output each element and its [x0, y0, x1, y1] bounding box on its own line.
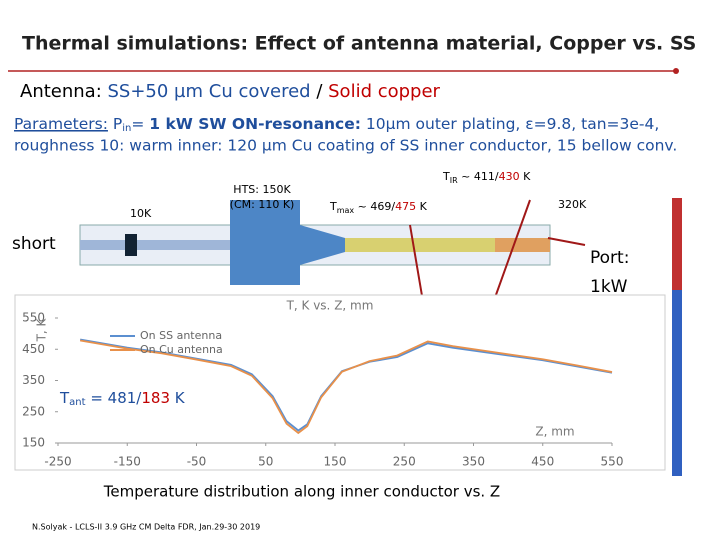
t: ~ 469/: [354, 200, 395, 213]
label: 1kW: [590, 277, 628, 297]
structure: [79, 198, 682, 476]
arrows: [87, 199, 586, 411]
title: Thermal simulations: Effect of antenna m…: [22, 33, 696, 55]
x-tick-label: 50: [258, 455, 273, 469]
antenna-line: Antenna: SS+50 µm Cu covered / Solid cop…: [20, 81, 441, 102]
x-tick-label: -150: [114, 455, 141, 469]
label: (CM: 110 K): [230, 198, 295, 211]
label: 10K: [130, 207, 152, 220]
x-tick-label: -250: [44, 455, 71, 469]
y-tick-label: 450: [22, 342, 45, 356]
series-line: [80, 339, 613, 435]
t: 183: [141, 389, 170, 407]
y-tick-label: 350: [22, 373, 45, 387]
t: =: [131, 115, 149, 133]
t: IR: [450, 176, 458, 185]
y-tick-label: 550: [22, 311, 45, 325]
x-tick-label: 250: [393, 455, 416, 469]
t: K: [416, 200, 427, 213]
t: 430: [499, 170, 520, 183]
t: in: [122, 123, 131, 134]
t: K: [520, 170, 531, 183]
t: T: [329, 200, 337, 213]
t: Antenna:: [20, 81, 108, 102]
params-line: roughness 10: warm inner: 120 µm Cu coat…: [14, 137, 677, 155]
t: K: [170, 389, 186, 407]
t: T: [442, 170, 450, 183]
flange: [230, 200, 345, 285]
x-tick-label: 350: [462, 455, 485, 469]
t: ~ 411/: [458, 170, 499, 183]
t: P: [108, 115, 122, 133]
x-axis-label: Z, mm: [535, 425, 574, 439]
label: TIR ~ 411/430 K: [442, 170, 531, 185]
t: T: [59, 389, 70, 407]
chart-title: T, K vs. Z, mm: [286, 299, 374, 313]
x-tick-label: 150: [324, 455, 347, 469]
t: 1 kW SW ON-resonance:: [149, 115, 361, 133]
t: SS+50 µm Cu covered: [108, 81, 311, 102]
label: Tant = 481/183 K: [59, 389, 186, 409]
t: Parameters:: [14, 115, 108, 133]
t: 10µm outer plating, ε=9.8, tan=3e-4,: [361, 115, 659, 133]
params-line: Parameters: Pin= 1 kW SW ON-resonance: 1…: [14, 115, 659, 135]
y-tick-label: 250: [22, 404, 45, 418]
footer: N.Solyak - LCLS-II 3.9 GHz CM Delta FDR,…: [32, 523, 260, 532]
t: = 481/: [86, 389, 143, 407]
colorbar-low: [672, 290, 682, 476]
legend-label: On Cu antenna: [140, 343, 223, 356]
t: /: [311, 81, 329, 102]
t: 475: [395, 200, 416, 213]
label: Tmax ~ 469/475 K: [329, 200, 428, 215]
x-tick-label: -50: [187, 455, 207, 469]
label: Port:: [590, 248, 629, 268]
y-tick-label: 150: [22, 436, 45, 450]
t: ant: [69, 397, 85, 408]
label: short: [12, 234, 56, 254]
y-axis-label: T, K: [35, 317, 49, 342]
warm-zone: [495, 238, 550, 252]
label: HTS: 150K: [233, 183, 291, 196]
caption: Temperature distribution along inner con…: [103, 483, 500, 501]
hot-zone: [345, 238, 495, 252]
block: [125, 234, 137, 256]
label: 320K: [558, 198, 587, 211]
chart: T, K vs. Z, mm Z, mm T, K 150 250 350 450 550 -2…: [14, 294, 666, 471]
x-tick-label: 550: [601, 455, 624, 469]
chart-frame: [14, 294, 666, 471]
rule-dot: [673, 68, 679, 74]
t: Solid copper: [328, 81, 440, 102]
legend-label: On SS antenna: [140, 329, 222, 342]
t: max: [337, 206, 355, 215]
x-tick-label: 450: [531, 455, 554, 469]
